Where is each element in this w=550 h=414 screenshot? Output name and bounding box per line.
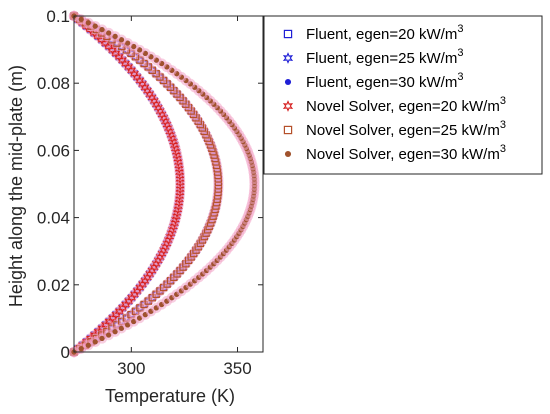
legend-entry-6: Novel Solver, egen=30 kW/m3 [284,143,506,163]
legend-marker [282,100,294,112]
legend: Fluent, egen=20 kW/m3 Fluent, egen=25 kW/… [263,15,543,175]
data-point [78,16,84,23]
data-point [85,20,91,26]
legend-marker [283,29,293,39]
y-tick-label: 0 [61,343,70,362]
legend-marker [283,125,293,135]
legend-label: Novel Solver, egen=25 kW/m3 [306,119,506,139]
data-point [105,332,112,338]
data-point [118,37,125,43]
data-layer [68,10,260,358]
legend-entry-5: Novel Solver, egen=25 kW/m3 [283,119,506,139]
y-axis-label: Height along the mid-plate (m) [6,65,26,307]
legend-entry-3: Fluent, egen=30 kW/m3 [284,71,463,91]
x-axis-label: Temperature (K) [105,386,235,406]
legend-label: Novel Solver, egen=30 kW/m3 [306,143,506,163]
legend-marker [282,52,294,64]
legend-marker [284,78,292,86]
x-tick-label: 350 [223,359,251,378]
data-point [105,30,112,36]
legend-label: Fluent, egen=30 kW/m3 [306,71,463,91]
ticks-layer: 300 350 0 0.02 0.04 0.06 0.08 0.1 [37,7,263,378]
legend-entry-2: Fluent, egen=25 kW/m3 [282,47,463,67]
data-point [112,33,118,39]
y-tick-label: 0.04 [37,209,70,228]
y-tick-label: 0.08 [37,74,70,93]
legend-entry-1: Fluent, egen=20 kW/m3 [283,23,463,43]
series-5 [68,10,224,358]
data-point [112,329,118,335]
plot-frame [73,15,264,353]
data-point [99,335,105,342]
y-tick-label: 0.1 [46,7,70,26]
y-tick-label: 0.02 [37,276,70,295]
data-point [118,325,125,331]
data-point [99,26,105,33]
y-tick-label: 0.06 [37,141,70,160]
data-point [92,23,98,29]
data-point [124,40,131,46]
data-point [85,342,91,348]
legend-box [263,15,543,175]
x-tick-label: 300 [117,359,145,378]
series-6 [68,10,260,358]
data-point [78,345,84,352]
legend-label: Fluent, egen=20 kW/m3 [306,23,463,43]
legend-entry-4: Novel Solver, egen=20 kW/m3 [282,95,506,115]
legend-label: Novel Solver, egen=20 kW/m3 [306,95,506,115]
legend-label: Fluent, egen=25 kW/m3 [306,47,463,67]
data-point [92,339,98,345]
legend-marker [284,150,292,158]
